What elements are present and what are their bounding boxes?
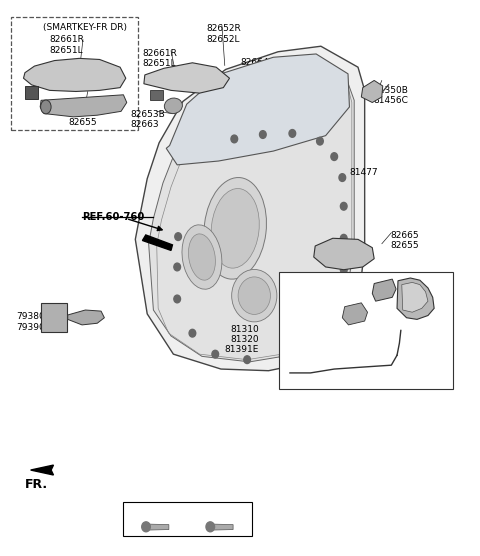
Text: 79380
79390: 79380 79390 bbox=[16, 312, 45, 331]
Circle shape bbox=[306, 341, 312, 349]
Polygon shape bbox=[210, 524, 233, 530]
Circle shape bbox=[327, 324, 334, 331]
Polygon shape bbox=[149, 60, 354, 362]
Ellipse shape bbox=[189, 234, 216, 280]
Polygon shape bbox=[25, 86, 38, 98]
Polygon shape bbox=[402, 282, 428, 312]
Text: 81391E: 81391E bbox=[225, 345, 259, 354]
Circle shape bbox=[244, 356, 251, 364]
Text: 82486L
82496R: 82486L 82496R bbox=[376, 315, 410, 335]
Circle shape bbox=[206, 522, 215, 532]
FancyBboxPatch shape bbox=[41, 304, 67, 332]
Text: 81371B: 81371B bbox=[322, 376, 357, 385]
Circle shape bbox=[340, 266, 347, 274]
Text: 82661R
82651L: 82661R 82651L bbox=[143, 49, 177, 68]
FancyBboxPatch shape bbox=[11, 17, 138, 130]
Text: 81350B
81456C: 81350B 81456C bbox=[373, 86, 408, 106]
Circle shape bbox=[174, 263, 180, 271]
Circle shape bbox=[339, 299, 346, 307]
Polygon shape bbox=[372, 279, 396, 301]
Text: 81310
81320: 81310 81320 bbox=[230, 325, 259, 344]
Polygon shape bbox=[314, 239, 374, 270]
Text: 1140FH: 1140FH bbox=[204, 505, 240, 514]
Ellipse shape bbox=[41, 100, 51, 114]
Circle shape bbox=[212, 350, 218, 358]
Text: 82665
82655: 82665 82655 bbox=[69, 108, 97, 127]
Circle shape bbox=[260, 131, 266, 138]
Circle shape bbox=[340, 202, 347, 210]
Polygon shape bbox=[166, 54, 349, 165]
Circle shape bbox=[142, 522, 150, 532]
Circle shape bbox=[231, 135, 238, 143]
Text: 82664
82654B: 82664 82654B bbox=[240, 58, 275, 78]
Text: 82661R
82651L: 82661R 82651L bbox=[49, 35, 84, 54]
Polygon shape bbox=[135, 46, 365, 371]
Circle shape bbox=[175, 233, 181, 241]
Text: 82653B
82663: 82653B 82663 bbox=[131, 110, 165, 129]
Circle shape bbox=[331, 153, 337, 161]
Bar bbox=[123, 502, 252, 536]
Polygon shape bbox=[24, 58, 126, 92]
Polygon shape bbox=[144, 63, 229, 93]
Circle shape bbox=[289, 130, 296, 137]
Ellipse shape bbox=[182, 225, 222, 289]
Polygon shape bbox=[40, 95, 127, 117]
Polygon shape bbox=[68, 310, 104, 325]
Text: (SMARTKEY-FR DR): (SMARTKEY-FR DR) bbox=[43, 23, 127, 32]
Circle shape bbox=[317, 137, 323, 145]
Circle shape bbox=[279, 353, 286, 360]
Text: 81477: 81477 bbox=[349, 167, 378, 177]
Polygon shape bbox=[342, 303, 368, 325]
Text: 82665
82655: 82665 82655 bbox=[390, 231, 419, 251]
Text: REF.60-760: REF.60-760 bbox=[82, 212, 144, 222]
Polygon shape bbox=[150, 91, 163, 100]
Text: 81382
81381: 81382 81381 bbox=[406, 281, 434, 300]
Polygon shape bbox=[146, 524, 169, 530]
Circle shape bbox=[174, 295, 180, 303]
Circle shape bbox=[340, 235, 347, 242]
Circle shape bbox=[189, 329, 196, 337]
Polygon shape bbox=[361, 81, 383, 102]
Text: 82652R
82652L: 82652R 82652L bbox=[207, 24, 241, 43]
Polygon shape bbox=[143, 235, 172, 250]
Text: FR.: FR. bbox=[25, 478, 48, 491]
Circle shape bbox=[339, 173, 346, 181]
Ellipse shape bbox=[211, 188, 259, 268]
FancyBboxPatch shape bbox=[279, 272, 453, 389]
Text: 1140DJ: 1140DJ bbox=[144, 505, 176, 514]
Ellipse shape bbox=[232, 270, 277, 322]
Polygon shape bbox=[31, 465, 53, 475]
Polygon shape bbox=[397, 278, 434, 319]
Ellipse shape bbox=[238, 277, 270, 315]
Ellipse shape bbox=[164, 98, 182, 113]
Ellipse shape bbox=[204, 177, 266, 279]
